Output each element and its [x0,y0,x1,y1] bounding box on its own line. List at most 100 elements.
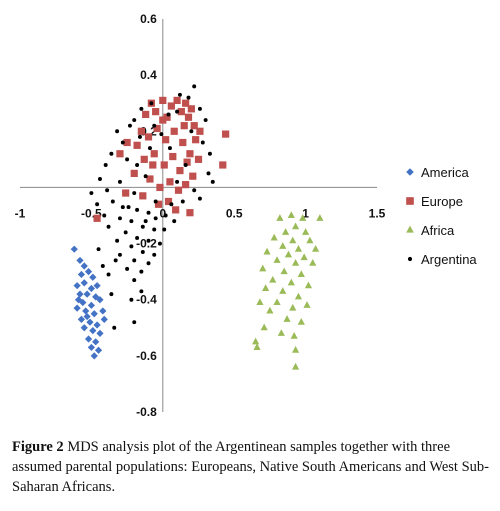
argentina-point-67 [148,146,152,150]
argentina-point-51 [129,298,133,302]
argentina-point-35 [124,230,128,234]
america-point-19 [99,307,106,314]
africa-point-13 [263,248,270,255]
america-point-6 [81,279,88,286]
argentina-point-70 [114,258,118,262]
europe-point-46 [122,189,129,196]
argentina-point-72 [169,202,173,206]
africa-point-5 [282,228,289,235]
africa-point-38 [292,346,299,353]
africa-point-8 [289,237,296,244]
europe-point-32 [175,187,182,194]
america-point-10 [76,291,83,298]
europe-point-33 [182,181,189,188]
europe-point-48 [149,161,156,168]
africa-point-24 [305,281,312,288]
europe-point-1 [142,111,149,118]
europe-point-20 [192,136,199,143]
africa-point-39 [292,363,299,370]
argentina-point-44 [132,258,136,262]
europe-point-30 [156,184,163,191]
africa-point-34 [278,329,285,336]
africa-point-35 [291,332,298,339]
africa-point-17 [292,259,299,266]
europe-point-18 [179,139,186,146]
america-point-24 [89,327,96,334]
argentina-point-8 [115,129,119,133]
y-tick-label-6: -0.8 [136,405,157,419]
argentina-point-15 [211,180,215,184]
america-point-23 [81,324,88,331]
america-point-3 [78,271,85,278]
axes: -1 -0.5 0 0.5 1 1.50.60.40.2-0.2-0.4-0.6-0.8 [15,12,386,419]
argentina-point-25 [154,216,158,220]
america-point-11 [84,291,91,298]
america-point-18 [91,310,98,317]
america-point-25 [96,330,103,337]
legend-marker-argentina [408,257,412,261]
argentina-point-27 [172,219,176,223]
africa-point-22 [269,276,276,283]
argentina-point-6 [198,107,202,111]
argentina-point-18 [192,188,196,192]
africa-point-14 [285,251,292,258]
legend-marker-america [406,168,414,176]
europe-point-39 [116,150,123,157]
africa-point-23 [288,279,295,286]
argentina-point-76 [89,191,93,195]
europe-point-4 [159,97,166,104]
europe-point-23 [161,161,168,168]
argentina-point-26 [164,214,168,218]
argentina-point-21 [111,199,115,203]
europe-point-3 [152,108,159,115]
america-point-22 [94,321,101,328]
argentina-point-53 [132,320,136,324]
y-tick-label-4: -0.4 [136,293,157,307]
america-point-1 [76,257,83,264]
argentina-point-69 [175,180,179,184]
figure-caption-text: MDS analysis plot of the Argentinean sam… [12,439,489,495]
africa-point-26 [279,287,286,294]
europe-point-22 [151,150,158,157]
argentina-point-45 [147,261,151,265]
africa-point-9 [306,237,313,244]
argentina-point-33 [162,228,166,232]
argentina-point-68 [118,180,122,184]
europe-point-47 [159,116,166,123]
argentina-point-79 [175,110,179,114]
argentina-point-4 [139,107,143,111]
africa-point-27 [295,293,302,300]
europe-point-34 [139,192,146,199]
europe-point-21 [141,156,148,163]
europe-point-24 [169,153,176,160]
argentina-point-42 [152,253,156,257]
europe-point-7 [173,97,180,104]
argentina-point-75 [128,124,132,128]
argentina-point-31 [141,225,145,229]
argentina-point-28 [102,214,106,218]
argentina-point-41 [141,250,145,254]
argentina-point-16 [98,177,102,181]
america-point-26 [85,335,92,342]
argentina-point-22 [121,205,125,209]
legend-marker-europe [406,197,414,205]
europe-point-25 [176,167,183,174]
argentina-point-23 [135,208,139,212]
y-tick-label-5: -0.6 [136,349,157,363]
x-tick-label-3: 0.5 [226,206,243,220]
africa-point-12 [312,245,319,252]
argentina-point-47 [139,270,143,274]
argentina-point-55 [101,264,105,268]
argentina-point-74 [184,163,188,167]
argentina-point-52 [112,326,116,330]
europe-point-14 [145,133,152,140]
data-points [71,84,324,369]
argentina-point-66 [189,129,193,133]
argentina-point-57 [138,135,142,139]
america-point-2 [81,262,88,269]
argentina-point-30 [129,219,133,223]
europe-point-19 [186,150,193,157]
argentina-point-24 [147,211,151,215]
america-point-30 [91,352,98,359]
africa-point-31 [283,315,290,322]
